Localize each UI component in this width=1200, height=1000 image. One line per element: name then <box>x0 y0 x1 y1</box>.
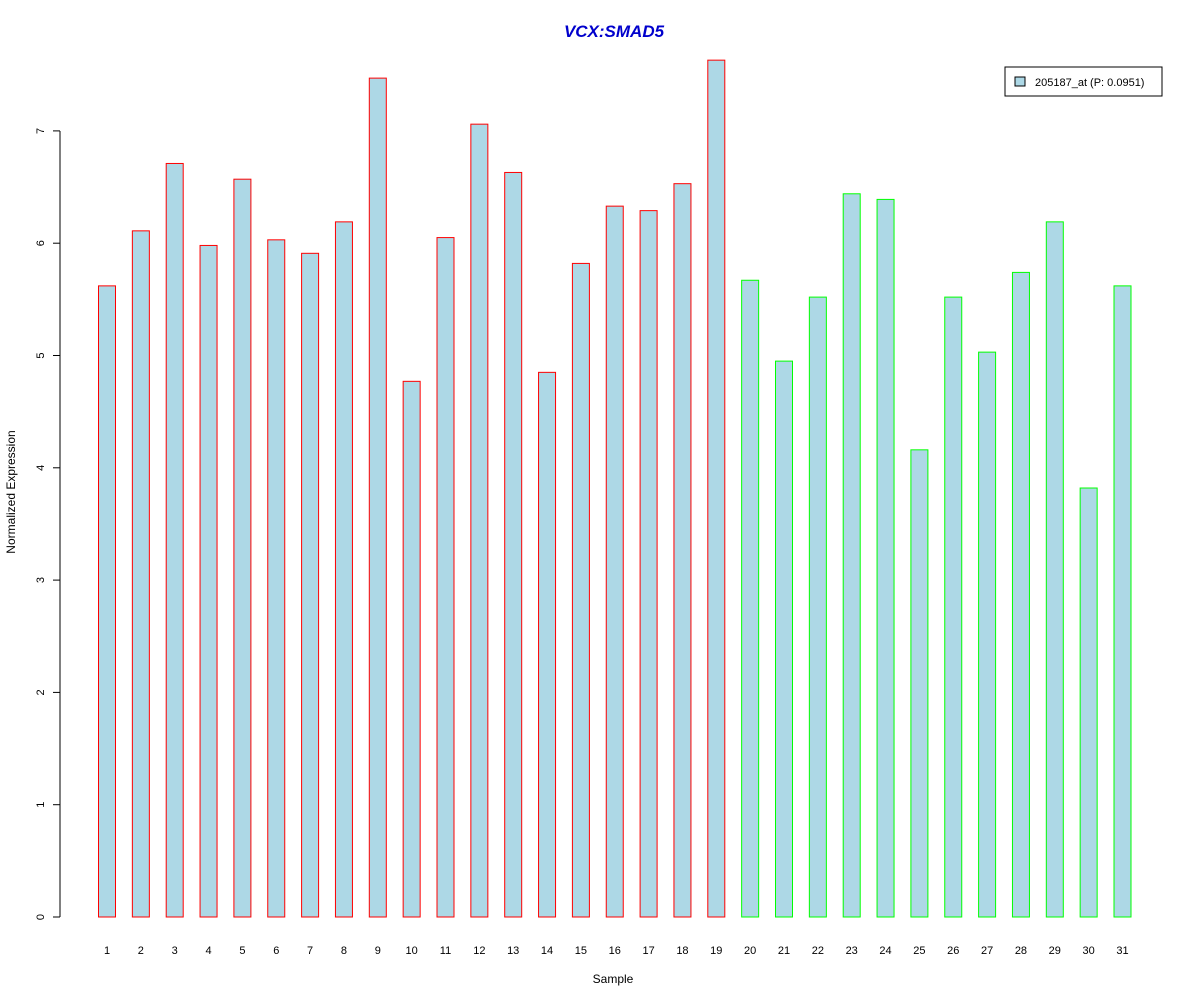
x-tick-label-13: 13 <box>507 945 519 957</box>
x-tick-label-27: 27 <box>981 945 993 957</box>
y-axis-ticks: 0 1 2 3 4 5 6 7 <box>35 128 60 920</box>
x-tick-label-24: 24 <box>879 945 891 957</box>
bar-sample-5 <box>233 178 252 918</box>
bar-sample-10 <box>402 380 421 918</box>
bar-sample-17 <box>639 210 658 918</box>
x-tick-label-21: 21 <box>778 945 790 957</box>
x-tick-label-11: 11 <box>440 945 451 957</box>
y-tick-label: 7 <box>35 128 47 134</box>
x-tick-label-12: 12 <box>473 945 485 957</box>
bar-sample-22 <box>808 296 827 918</box>
bar-sample-7 <box>301 252 320 918</box>
x-tick-label-19: 19 <box>710 945 722 957</box>
bar-sample-23 <box>842 193 861 918</box>
x-tick-label-31: 31 <box>1116 945 1128 957</box>
bar-sample-15 <box>571 262 590 918</box>
bars-group <box>98 59 1132 918</box>
y-tick-label: 4 <box>35 465 47 471</box>
x-tick-label-26: 26 <box>947 945 959 957</box>
bar-sample-30 <box>1079 487 1098 918</box>
bar-sample-3 <box>165 162 184 918</box>
x-axis-tick-labels: 1 2 3 4 5 6 7 8 9 10 11 12 13 14 15 16 17 18 19 20 21 22 23 24 2… <box>104 945 1129 957</box>
x-tick-label-9: 9 <box>375 945 381 957</box>
x-tick-label-18: 18 <box>676 945 688 957</box>
x-tick-label-25: 25 <box>913 945 925 957</box>
x-tick-label-10: 10 <box>406 945 418 957</box>
bar-sample-12 <box>470 123 489 918</box>
x-tick-label-29: 29 <box>1049 945 1061 957</box>
x-tick-label-6: 6 <box>273 945 279 957</box>
y-tick-label: 1 <box>35 802 47 808</box>
x-tick-label-1: 1 <box>104 945 110 957</box>
bar-sample-6 <box>267 239 286 918</box>
bar-sample-13 <box>504 171 523 918</box>
x-axis-label: Sample <box>593 972 634 986</box>
bar-sample-19 <box>707 59 726 918</box>
x-tick-label-5: 5 <box>239 945 245 957</box>
x-tick-label-4: 4 <box>205 945 211 957</box>
x-tick-label-30: 30 <box>1083 945 1095 957</box>
x-tick-label-3: 3 <box>172 945 178 957</box>
bar-sample-27 <box>978 351 997 918</box>
x-tick-label-28: 28 <box>1015 945 1027 957</box>
chart-title: VCX:SMAD5 <box>564 22 665 41</box>
x-tick-label-20: 20 <box>744 945 756 957</box>
x-tick-label-7: 7 <box>307 945 313 957</box>
legend-label: 205187_at (P: 0.0951) <box>1035 77 1144 89</box>
bar-sample-4 <box>199 244 218 918</box>
y-tick-label: 0 <box>35 914 47 920</box>
legend: 205187_at (P: 0.0951) <box>1004 66 1163 97</box>
y-tick-label: 2 <box>35 689 47 695</box>
x-tick-label-14: 14 <box>541 945 553 957</box>
bar-sample-1 <box>98 285 116 918</box>
bar-sample-16 <box>605 205 624 918</box>
bar-sample-9 <box>368 77 387 918</box>
bar-sample-25 <box>910 449 929 918</box>
bar-sample-21 <box>775 360 793 918</box>
bar-sample-20 <box>741 279 760 918</box>
x-tick-label-15: 15 <box>575 945 587 957</box>
x-tick-label-17: 17 <box>642 945 654 957</box>
bar-sample-29 <box>1045 221 1064 918</box>
y-tick-label: 5 <box>35 352 47 358</box>
bar-sample-24 <box>876 198 895 918</box>
bar-sample-11 <box>436 237 455 918</box>
bar-sample-2 <box>131 230 150 918</box>
x-tick-label-16: 16 <box>609 945 621 957</box>
y-tick-label: 3 <box>35 577 47 583</box>
x-tick-label-23: 23 <box>846 945 858 957</box>
bar-sample-14 <box>538 371 557 918</box>
x-tick-label-22: 22 <box>812 945 824 957</box>
y-axis-label: Normalized Expression <box>4 430 18 553</box>
bar-sample-31 <box>1113 285 1132 918</box>
bar-sample-18 <box>673 183 692 918</box>
y-tick-label: 6 <box>35 240 47 246</box>
x-tick-label-2: 2 <box>138 945 144 957</box>
bar-sample-28 <box>1011 271 1030 918</box>
bar-sample-8 <box>334 221 353 918</box>
legend-swatch <box>1014 76 1026 87</box>
bar-sample-26 <box>944 296 963 918</box>
legend-box <box>1004 66 1163 97</box>
x-tick-label-8: 8 <box>341 945 347 957</box>
